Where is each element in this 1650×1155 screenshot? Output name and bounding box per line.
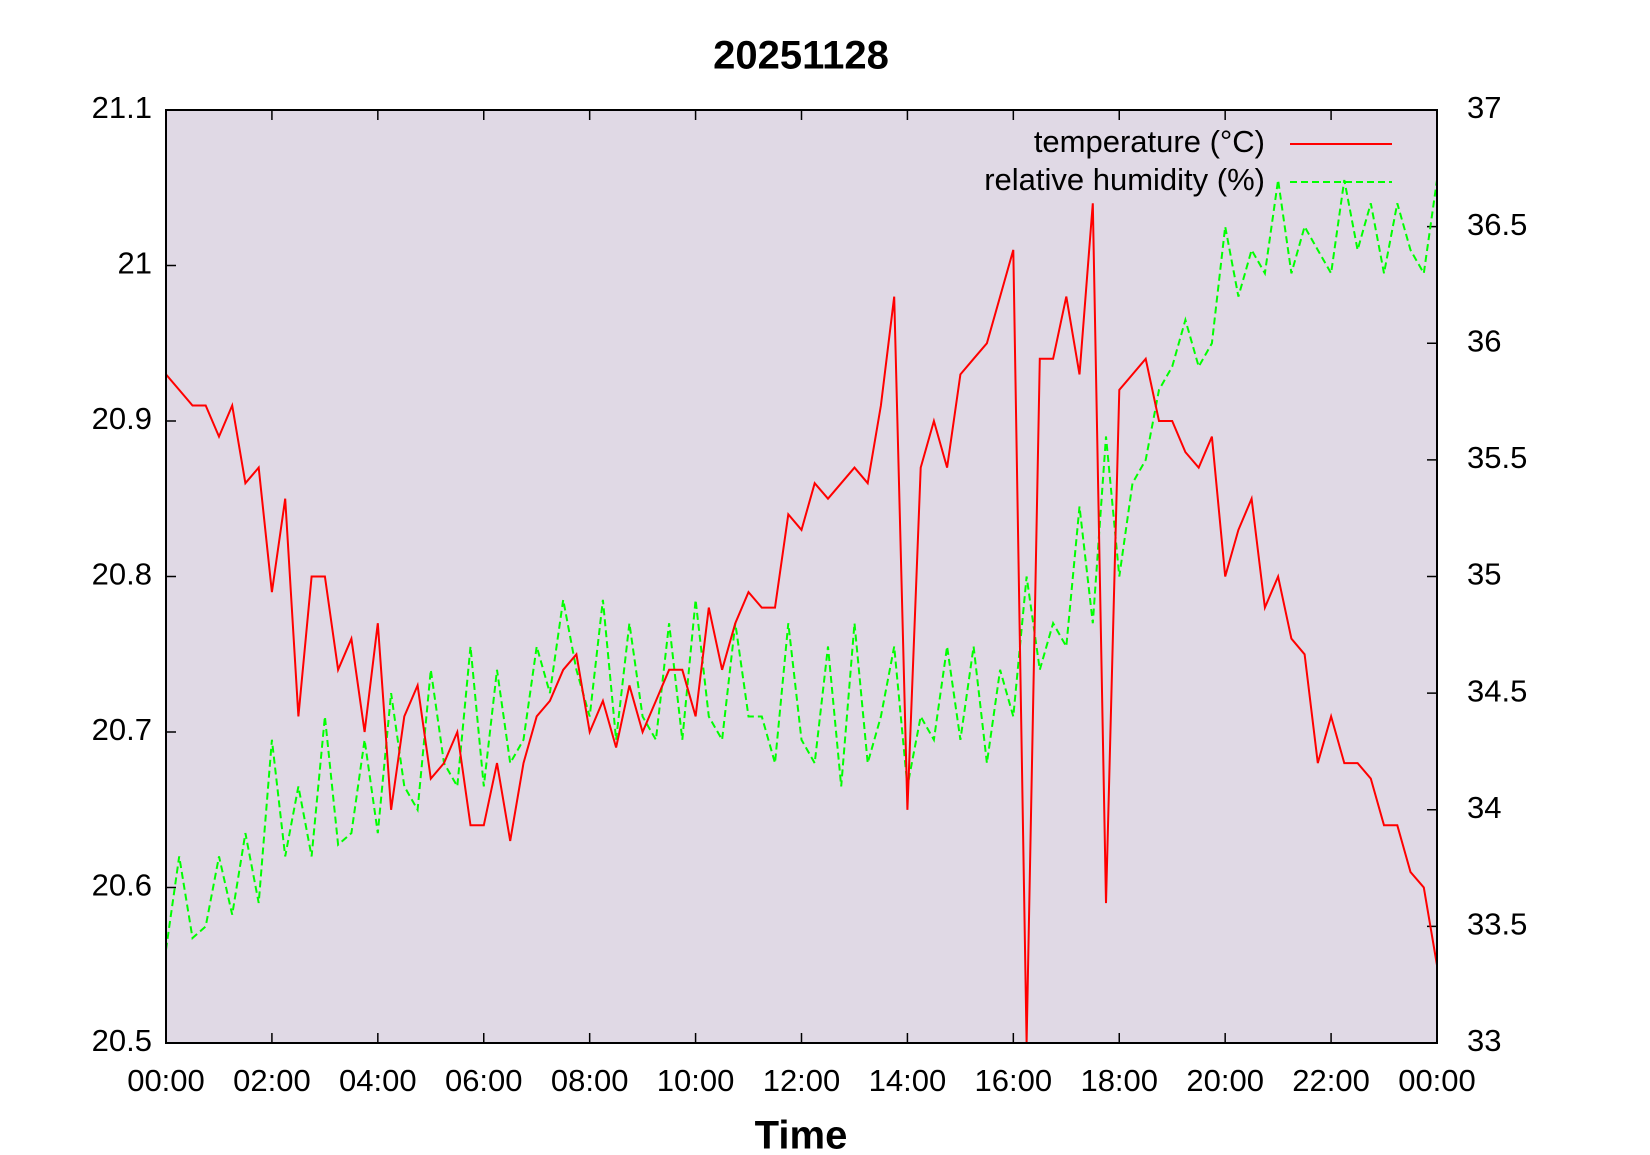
x-tick-label: 18:00 (1080, 1063, 1158, 1098)
y2-tick-label: 36.5 (1467, 207, 1527, 242)
x-tick-label: 20:00 (1186, 1063, 1264, 1098)
y-tick-label: 20.6 (92, 868, 152, 903)
y-tick-label: 20.7 (92, 712, 152, 747)
y-tick-label: 20.8 (92, 557, 152, 592)
x-tick-label: 00:00 (1398, 1063, 1476, 1098)
y2-tick-label: 34 (1467, 790, 1501, 825)
y-tick-label: 21 (118, 246, 152, 281)
plot-border (165, 109, 1438, 1044)
y-tick-label: 21.1 (92, 90, 152, 125)
x-tick-label: 08:00 (551, 1063, 629, 1098)
y2-tick-label: 34.5 (1467, 673, 1527, 708)
x-tick-label: 12:00 (763, 1063, 841, 1098)
legend-label: temperature (°C) (1034, 124, 1265, 159)
y2-tick-label: 36 (1467, 323, 1501, 358)
x-tick-label: 04:00 (339, 1063, 417, 1098)
y2-tick-label: 35.5 (1467, 440, 1527, 475)
x-tick-label: 06:00 (445, 1063, 523, 1098)
y2-tick-label: 33 (1467, 1023, 1501, 1058)
x-tick-label: 14:00 (869, 1063, 947, 1098)
y2-tick-label: 33.5 (1467, 907, 1527, 942)
x-tick-label: 02:00 (233, 1063, 311, 1098)
y-tick-label: 20.9 (92, 401, 152, 436)
plot-background (166, 110, 1437, 1043)
data-line (165, 179, 1438, 950)
y-tick-label: 20.5 (92, 1023, 152, 1058)
legend-label: relative humidity (%) (984, 162, 1265, 197)
x-tick-label: 00:00 (127, 1063, 205, 1098)
x-axis-label: Time (755, 1114, 848, 1155)
y2-tick-label: 37 (1467, 90, 1501, 125)
x-tick-label: 22:00 (1292, 1063, 1370, 1098)
y2-tick-label: 35 (1467, 557, 1501, 592)
x-tick-label: 10:00 (657, 1063, 735, 1098)
chart-title: 20251128 (713, 34, 889, 78)
x-tick-label: 16:00 (975, 1063, 1053, 1098)
data-line (165, 203, 1438, 1044)
